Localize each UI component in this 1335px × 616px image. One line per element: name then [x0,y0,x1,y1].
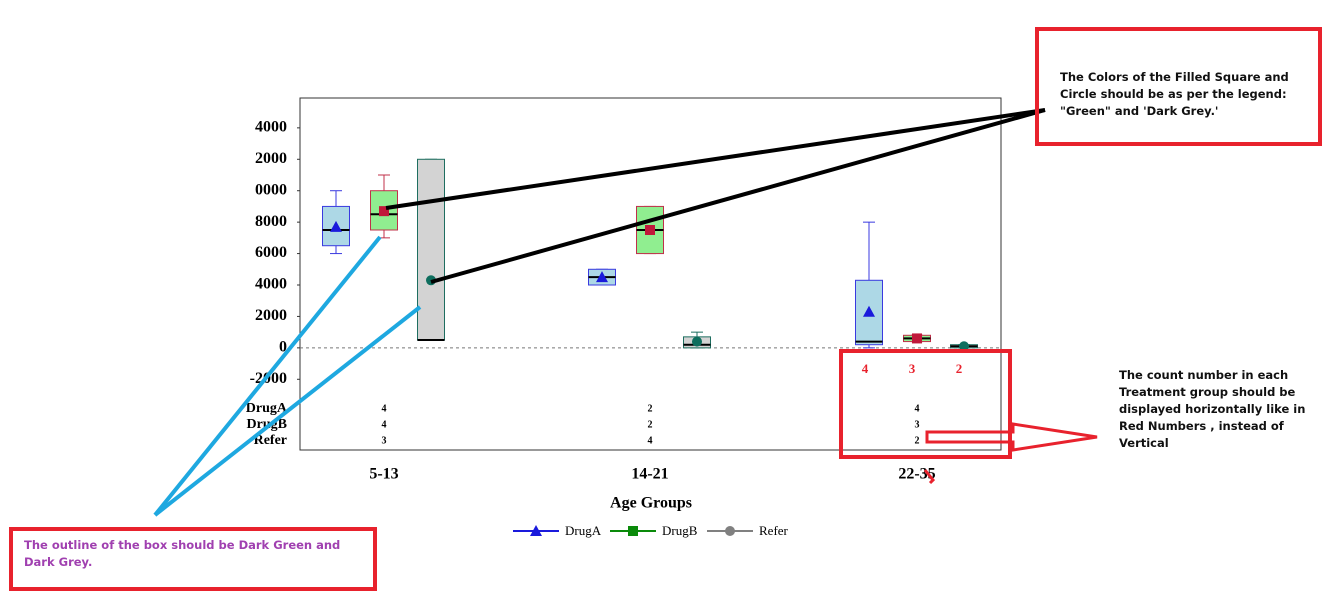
x-tick-label: 14-21 [631,466,668,483]
pointer-line [385,108,1046,210]
mean-marker [959,341,969,352]
y-tick-label: 2000 [255,307,287,324]
count-label: 4 [382,403,387,414]
legend-label: DrugA [565,523,602,538]
count-label: 4 [382,419,387,430]
mean-marker [379,206,389,217]
pointer-line [153,235,382,517]
count-label: 4 [915,403,920,414]
y-tick-label: 0 [279,339,287,356]
note-text: The outline of the box should be Dark Gr… [24,538,341,569]
y-tick-label: 8000 [255,213,287,230]
x-tick-label: 5-13 [369,466,398,483]
red-mark [923,469,936,485]
y-tick-label: 4000 [255,119,287,136]
box [417,158,445,341]
y-tick-label: 6000 [255,244,287,261]
row-label: DrugB [247,417,287,432]
plot-frame [299,97,1002,451]
highlight-box [839,349,1012,459]
red-count: 4 [862,361,869,376]
red-arrow [925,422,1098,452]
legend-label: Refer [759,523,789,538]
mean-marker [645,225,655,235]
row-label: Refer [254,433,287,448]
count-label: 2 [648,419,653,430]
count-label: 2 [648,403,653,414]
red-count: 3 [909,361,916,376]
red-count: 2 [956,361,963,376]
note-frame [1035,27,1322,146]
mean-marker [912,333,922,344]
pointer-line [430,108,1046,284]
y-tick-label: 2000 [255,150,287,167]
legend-label: DrugB [662,523,698,538]
count-label: 4 [648,435,653,446]
y-tick-label: 4000 [255,276,287,293]
y-tick-label: -2000 [250,370,287,387]
count-label: 2 [915,435,920,446]
mean-marker [596,271,608,283]
legend-marker [628,526,638,536]
pointer-line [153,305,422,517]
mean-marker [330,220,342,232]
x-axis-title: Age Groups [610,495,692,512]
note-text: The Colors of the Filled Square and Circ… [1060,70,1289,118]
y-tick-label: 0000 [255,181,287,198]
mean-marker [692,336,702,347]
legend-marker [530,525,542,536]
annotation-overlay: 4 3 2 [153,108,1098,517]
mean-marker [863,305,875,317]
legend-marker [725,526,735,536]
count-label: 3 [915,419,920,430]
note-text: The count number in each Treatment group… [1119,368,1306,450]
marks: -2000 0 2000 4000 6000 8000 0000 2000 4000 5-13 14… [246,119,1001,538]
count-label: 3 [382,435,387,446]
note-frame [9,527,377,591]
row-label: DrugA [246,401,288,416]
